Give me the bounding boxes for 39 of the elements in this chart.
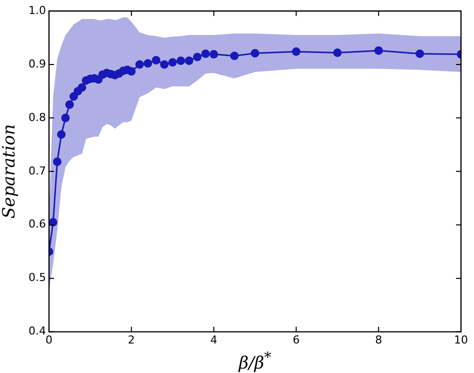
point — [127, 67, 136, 76]
point — [160, 60, 169, 69]
point — [61, 114, 70, 122]
point — [65, 100, 74, 109]
x-tick-label: 0 — [46, 333, 52, 346]
y-tick-label: 0.9 — [28, 57, 46, 70]
point — [144, 59, 152, 68]
y-tick-label: 0.8 — [28, 110, 46, 124]
point — [193, 52, 202, 62]
point — [184, 56, 194, 65]
y-axis-title: Separation — [0, 124, 20, 219]
point — [333, 48, 342, 57]
point — [57, 130, 66, 139]
point — [230, 52, 239, 60]
x-tick-label: 6 — [292, 333, 300, 346]
point — [152, 56, 160, 64]
point — [210, 50, 218, 59]
point — [292, 47, 300, 56]
y-tick-label: 0.5 — [28, 271, 46, 284]
point — [49, 218, 58, 226]
point — [201, 50, 210, 58]
point — [78, 83, 86, 92]
y-tick-label: 0.4 — [28, 324, 46, 338]
point — [250, 48, 260, 58]
x-axis-title: β/β$^{*}$ — [237, 349, 272, 373]
point — [168, 58, 177, 67]
x-tick-label: 4 — [210, 333, 218, 346]
y-tick-label: 0.7 — [28, 164, 46, 178]
point — [135, 60, 144, 69]
point — [416, 50, 424, 58]
point — [69, 92, 78, 101]
point — [176, 56, 186, 65]
point — [52, 158, 62, 166]
x-tick-label: 2 — [128, 333, 135, 346]
y-tick-label: 1.0 — [28, 4, 46, 17]
x-tick-label: 10 — [454, 333, 468, 346]
y-tick-label: 0.6 — [28, 218, 46, 231]
point — [374, 46, 383, 55]
x-tick-label: 8 — [375, 333, 382, 346]
